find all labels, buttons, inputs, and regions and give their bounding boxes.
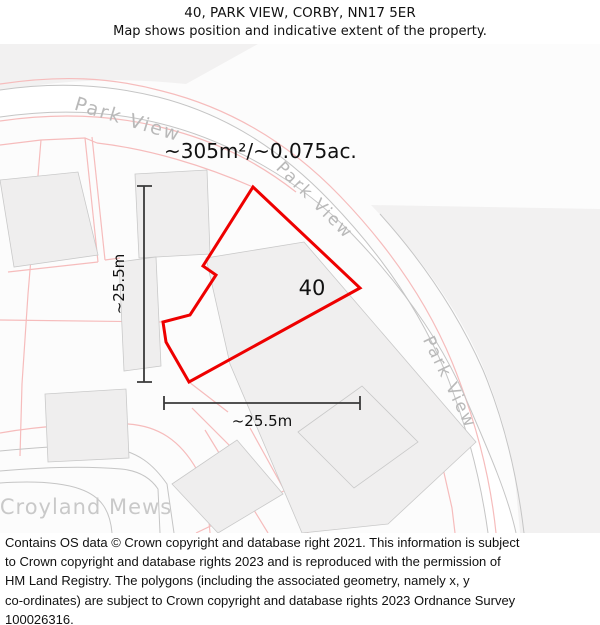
road-edge-upper <box>0 84 489 533</box>
road-edges <box>0 84 525 533</box>
page-title: 40, PARK VIEW, CORBY, NN17 5ER <box>184 5 416 21</box>
parcel-line <box>0 115 297 193</box>
building <box>134 169 211 259</box>
plot-40-outline <box>161 184 363 385</box>
map-area: Park View Park View Park View Croyland M… <box>0 44 600 533</box>
street-label-croyland-mews: Croyland Mews <box>0 495 172 519</box>
footer-line: to Crown copyright and database rights 2… <box>5 554 501 570</box>
building <box>0 171 99 268</box>
parcel-line <box>91 136 106 261</box>
road-edge <box>0 481 113 533</box>
dimension-width-label: ~25.5m <box>232 412 293 430</box>
parcel-line <box>96 142 254 188</box>
dimension-horizontal: ~25.5m <box>163 396 361 430</box>
building <box>171 439 284 533</box>
road-edge-outer <box>379 213 525 533</box>
central-parcel <box>205 241 477 533</box>
parcel-line <box>0 137 98 146</box>
dimension-line <box>137 185 152 383</box>
parcel-line <box>0 77 497 533</box>
parcel-line <box>188 381 229 413</box>
copyright-footer: Contains OS data © Crown copyright and d… <box>0 533 600 625</box>
road-edge-lower <box>0 111 517 533</box>
footer-line: co-ordinates) are subject to Crown copyr… <box>5 592 516 608</box>
title-block: 40, PARK VIEW, CORBY, NN17 5ER Map shows… <box>0 0 600 44</box>
building <box>297 385 419 489</box>
plot-number-label: 40 <box>299 276 326 300</box>
dimension-height-label: ~25.5m <box>110 254 128 315</box>
parcel-line <box>84 137 99 263</box>
map-svg: Park View Park View Park View Croyland M… <box>0 44 600 533</box>
area-label: ~305m²/~0.075ac. <box>164 139 357 163</box>
parcel-line <box>104 257 121 261</box>
footer-line: Contains OS data © Crown copyright and d… <box>5 535 520 550</box>
region-right-of-road <box>371 205 600 533</box>
building <box>44 388 130 463</box>
buildings <box>0 169 477 533</box>
parcel-line <box>0 423 211 533</box>
footer-line: HM Land Registry. The polygons (includin… <box>5 573 470 589</box>
region-above-road <box>0 44 258 91</box>
page-subtitle: Map shows position and indicative extent… <box>113 24 487 39</box>
dimension-vertical: ~25.5m <box>110 185 152 383</box>
dimension-line <box>163 396 361 410</box>
parcel-line <box>7 261 99 273</box>
road-edge <box>0 466 161 533</box>
footer-line: 100026316. <box>5 611 74 625</box>
